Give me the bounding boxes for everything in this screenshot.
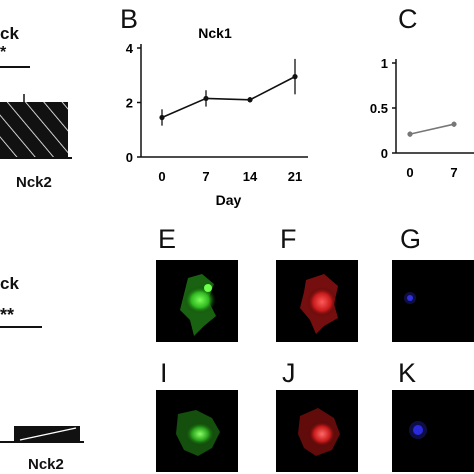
x-tick-label: 21	[288, 169, 302, 184]
chart-c: 0 0.5 1 0 7	[370, 56, 474, 180]
y-tick-label: 4	[126, 41, 134, 56]
micrograph-f-red	[276, 260, 358, 342]
panel-d-significance: **	[0, 305, 15, 325]
panel-a-bar	[0, 94, 72, 159]
panel-d-bar-label: Nck2	[28, 456, 64, 473]
x-tick-label: 14	[243, 169, 258, 184]
panel-c-letter: C	[398, 4, 418, 34]
data-point	[292, 74, 298, 80]
x-axis-label: Day	[216, 192, 242, 208]
chart-b: 0 2 4 0 7 14 21 Day Nck1	[126, 25, 308, 208]
data-point	[247, 97, 253, 103]
x-tick-label: 0	[406, 165, 413, 180]
panel-d-bar	[0, 426, 84, 443]
panel-a-bar-label: Nck2	[16, 174, 52, 191]
panel-k-letter: K	[398, 358, 417, 388]
panel-a-significance-line	[0, 66, 30, 68]
y-tick-label: 0	[381, 146, 388, 161]
data-point	[451, 121, 457, 127]
panel-i-letter: I	[160, 358, 168, 388]
y-tick-label: 2	[126, 96, 133, 111]
series-line	[161, 75, 296, 119]
x-tick-label: 7	[202, 169, 209, 184]
panel-a-bar-rect	[0, 102, 68, 158]
panel-a-title-fragment: ck	[0, 24, 19, 43]
x-tick-label: 0	[158, 169, 165, 184]
micrograph-k-blue	[392, 390, 474, 472]
y-tick-label: 0	[126, 150, 133, 165]
micrograph-i-green	[156, 390, 238, 472]
panel-d-title-fragment: ck	[0, 274, 19, 293]
micrograph-g-blue	[392, 260, 474, 342]
y-tick-label: 1	[381, 56, 388, 71]
panel-g-letter: G	[400, 224, 422, 254]
panel-e-letter: E	[158, 224, 177, 254]
panel-a-significance: *	[0, 44, 7, 61]
x-tick-label: 7	[450, 165, 457, 180]
micrograph-j-red	[276, 390, 358, 472]
panel-d-significance-line	[0, 326, 42, 328]
data-point	[407, 131, 413, 137]
panel-j-letter: J	[282, 358, 296, 388]
series-line	[409, 123, 455, 135]
micrograph-e-green	[156, 260, 238, 342]
data-point	[203, 95, 209, 102]
panel-f-letter: F	[280, 224, 297, 254]
data-point	[159, 114, 165, 121]
panel-b-letter: B	[120, 4, 139, 34]
chart-title: Nck1	[198, 25, 232, 41]
y-tick-label: 0.5	[370, 101, 388, 116]
